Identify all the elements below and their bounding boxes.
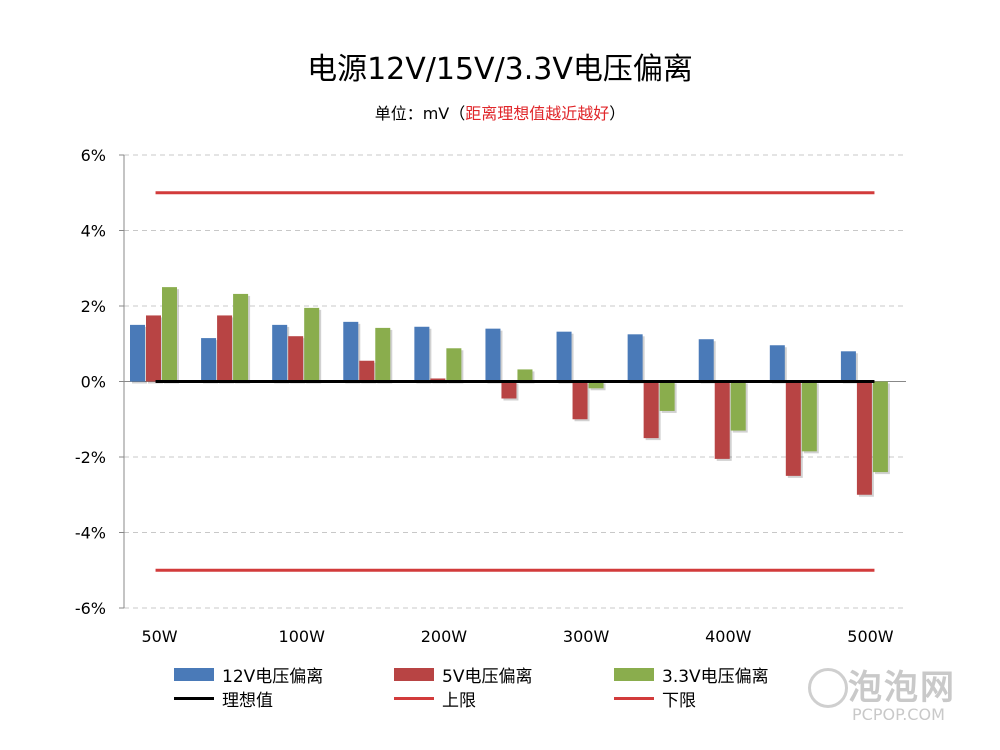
x-tick-label: 200W bbox=[421, 627, 468, 646]
bar-5v bbox=[572, 381, 588, 420]
bar-3v3 bbox=[162, 287, 177, 382]
x-tick-label: 100W bbox=[279, 627, 326, 646]
y-tick-label: 0% bbox=[81, 373, 106, 392]
bar-5v bbox=[643, 381, 659, 439]
bar-3v3 bbox=[659, 381, 675, 411]
bar-12v bbox=[769, 345, 785, 382]
x-tick-label: 500W bbox=[847, 627, 894, 646]
x-tick-label: 300W bbox=[563, 627, 610, 646]
watermark-site: PCPOP.COM bbox=[852, 705, 945, 724]
bar-3v3 bbox=[517, 369, 533, 382]
subtitle-end: ） bbox=[609, 104, 626, 123]
x-tick-label: 400W bbox=[705, 627, 752, 646]
watermark-name: 泡泡网 bbox=[848, 668, 956, 708]
bar-3v3 bbox=[375, 327, 391, 382]
bar-3v3 bbox=[233, 293, 249, 382]
bar-12v bbox=[485, 328, 501, 382]
watermark-logo-icon bbox=[808, 668, 848, 708]
y-tick-label: 6% bbox=[81, 146, 106, 165]
bar-3v3 bbox=[446, 348, 462, 382]
bar-12v bbox=[627, 334, 643, 382]
bar-3v3 bbox=[872, 381, 888, 473]
bar-12v bbox=[698, 339, 714, 382]
y-tick-label: -6% bbox=[75, 599, 106, 618]
y-tick-label: 2% bbox=[81, 297, 106, 316]
bar-12v bbox=[840, 351, 856, 382]
bar-5v bbox=[430, 378, 446, 382]
bar-12v bbox=[201, 338, 217, 382]
watermark: 泡泡网 PCPOP.COM bbox=[808, 660, 988, 724]
subtitle-note: 距离理想值越近越好 bbox=[465, 104, 610, 123]
y-tick-label: -4% bbox=[75, 524, 106, 543]
bar-12v bbox=[556, 331, 572, 382]
bar-12v bbox=[414, 326, 430, 382]
x-tick-label: 50W bbox=[141, 627, 177, 646]
bar-3v3 bbox=[304, 307, 320, 382]
bar-5v bbox=[359, 360, 375, 382]
bar-5v bbox=[714, 381, 730, 459]
bar-5v bbox=[288, 336, 304, 382]
bar-5v bbox=[785, 381, 801, 476]
bar-3v3 bbox=[588, 381, 604, 389]
bar-12v bbox=[343, 321, 359, 382]
bar-5v bbox=[501, 381, 517, 399]
bar-12v bbox=[272, 324, 288, 382]
chart-title: 电源12V/15V/3.3V电压偏离 bbox=[307, 52, 693, 87]
unit-label: 单位：mV（ bbox=[374, 104, 466, 123]
bar-5v bbox=[217, 315, 233, 382]
y-tick-label: -2% bbox=[75, 448, 106, 467]
chart-subtitle: 单位：mV（距离理想值越近越好） bbox=[0, 100, 1000, 124]
bar-5v bbox=[146, 315, 161, 382]
bar-3v3 bbox=[730, 381, 746, 431]
bar-5v bbox=[856, 381, 872, 495]
bar-3v3 bbox=[801, 381, 817, 452]
bar-12v bbox=[130, 324, 145, 382]
y-tick-label: 4% bbox=[81, 222, 106, 241]
